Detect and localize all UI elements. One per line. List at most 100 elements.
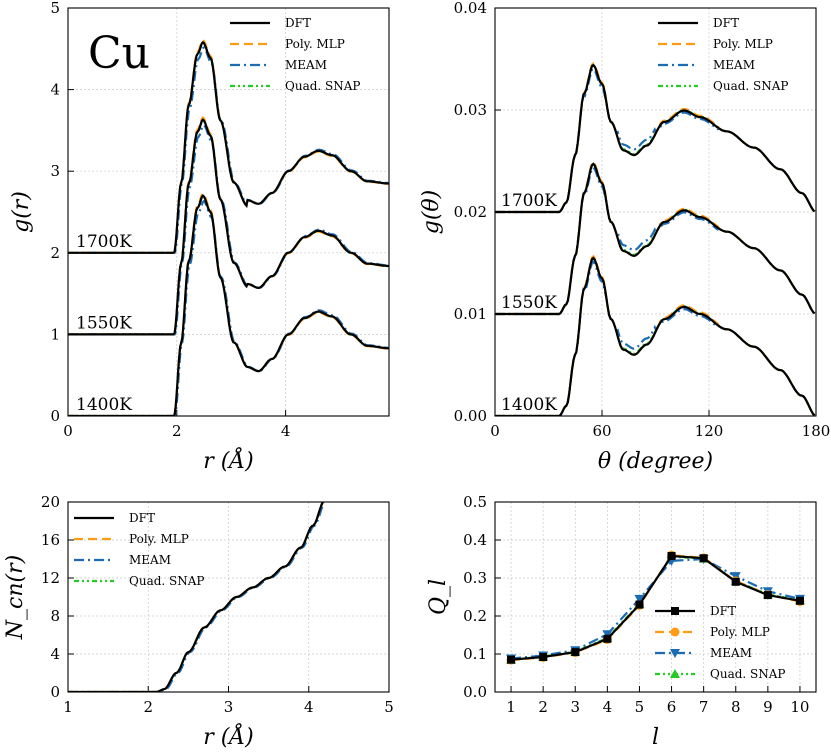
x-tick-label: 120: [695, 422, 724, 440]
y-tick-label: 0.4: [463, 531, 487, 549]
n-cn-curve-dft: [68, 502, 325, 692]
marker-square: [795, 596, 804, 605]
marker-square: [763, 591, 772, 600]
n-cn-curve-meam: [68, 502, 326, 692]
element-label: Cu: [88, 28, 150, 79]
marker-square: [539, 653, 548, 662]
legend-label: Quad. SNAP: [710, 667, 786, 681]
legend-label: MEAM: [129, 553, 171, 567]
q-l-curve-meam: [510, 557, 801, 660]
y-tick-label: 0.00: [454, 407, 487, 425]
plot-frame: [67, 7, 390, 417]
g-theta-curve-dft: [495, 63, 816, 214]
q_l-axes: 1 2 3 4 5 6 7 8 9 10 0.0 0.1 0.2 0.3 0.4 0.5: [463, 493, 817, 716]
legend-label: Poly. MLP: [713, 37, 773, 51]
g-r-curve-poly-mlp: [68, 191, 389, 416]
x-tick-label: 60: [592, 422, 611, 440]
x-tick-label: 9: [763, 698, 773, 716]
g-theta-curve-dft: [495, 162, 816, 316]
y-tick-label: 0.01: [454, 305, 487, 323]
marker-square: [699, 554, 708, 563]
x-tick-label: 8: [731, 698, 741, 716]
x-tick-label: 4: [603, 698, 613, 716]
g_r-legend: DFT Poly. MLP MEAM Quad. SNAP: [230, 16, 361, 93]
marker-square: [731, 577, 740, 586]
g-r-curve-dft: [68, 40, 389, 254]
x-tick-label: 2: [143, 698, 153, 716]
x-tick-label: 3: [570, 698, 580, 716]
marker-triangle-down: [670, 649, 680, 658]
marker-square: [603, 634, 612, 643]
y-tick-label: 0: [50, 407, 60, 425]
legend-label: Quad. SNAP: [129, 574, 205, 588]
x-tick-label: 10: [790, 698, 809, 716]
legend-label: MEAM: [713, 58, 755, 72]
legend-label: MEAM: [285, 58, 327, 72]
x-tick-label: 6: [667, 698, 677, 716]
x-tick-label: 0: [63, 422, 73, 440]
plot-frame: [67, 501, 390, 693]
x-axis-label: θ (degree): [598, 449, 713, 474]
x-tick-label: 1: [63, 698, 73, 716]
y-tick-label: 0.0: [463, 683, 487, 701]
y-tick-label: 4: [50, 81, 60, 99]
y-tick-label: 0.03: [454, 101, 487, 119]
x-tick-label: 5: [384, 698, 394, 716]
g_theta-legend: DFT Poly. MLP MEAM Quad. SNAP: [658, 16, 789, 93]
g_theta-axes: 0 60 120 180 0.00 0.01 0.02 0.03 0.04: [454, 0, 831, 440]
x-tick-label: 1: [506, 698, 516, 716]
x-tick-label: 0: [490, 422, 500, 440]
y-tick-label: 0.04: [454, 0, 487, 17]
temperature-label: 1550K: [501, 293, 557, 313]
temperature-label: 1400K: [76, 395, 132, 415]
marker-triangle-up: [670, 669, 680, 678]
g-theta-curve-poly-mlp: [495, 160, 816, 316]
y-tick-label: 0.3: [463, 569, 487, 587]
g-theta-curve-meam: [495, 166, 816, 316]
g-theta-curve-quad-snap: [495, 256, 816, 416]
temperature-label: 1400K: [501, 395, 557, 415]
g-r-curve-dft: [68, 194, 389, 416]
y-tick-label: 3: [50, 162, 60, 180]
q-l-curve-poly-mlp: [511, 554, 801, 662]
q-l-curve-dft: [511, 554, 801, 661]
g-r-curve-meam: [68, 123, 389, 336]
y-tick-label: 0: [50, 683, 60, 701]
y-tick-label: 5: [50, 0, 60, 17]
temperature-label: 1700K: [76, 232, 132, 252]
x-tick-label: 5: [635, 698, 645, 716]
x-tick-label: 180: [802, 422, 831, 440]
x-tick-label: 4: [281, 422, 291, 440]
n-cn-curve-poly-mlp: [68, 502, 325, 692]
x-tick-label: 2: [538, 698, 548, 716]
marker-triangle-down: [634, 594, 645, 604]
legend-label: DFT: [713, 16, 739, 30]
marker-circle: [670, 627, 680, 637]
marker-triangle-down: [602, 630, 613, 640]
y-tick-label: 8: [50, 607, 60, 625]
marker-square: [667, 551, 676, 560]
g-theta-curve-poly-mlp: [495, 254, 816, 416]
legend-label: Poly. MLP: [710, 625, 770, 639]
y-axis-label: g(θ): [419, 190, 444, 235]
y-tick-label: 0.2: [463, 607, 487, 625]
legend-label: DFT: [129, 511, 155, 525]
temperature-label: 1550K: [76, 313, 132, 333]
marker-square: [671, 607, 679, 615]
y-tick-label: 1: [50, 325, 60, 343]
x-axis-label: r (Å): [203, 446, 254, 474]
y-axis-label: Q_l: [426, 579, 451, 615]
legend-label: DFT: [710, 604, 736, 618]
y-tick-label: 20: [41, 493, 60, 511]
x-tick-label: 2: [172, 422, 182, 440]
marker-square: [635, 600, 644, 609]
marker-square: [507, 655, 516, 664]
n-cn-curve-quad-snap: [68, 502, 325, 692]
legend-label: Quad. SNAP: [285, 79, 361, 93]
legend-label: Quad. SNAP: [713, 79, 789, 93]
y-tick-label: 0.1: [463, 645, 487, 663]
y-tick-label: 12: [41, 569, 60, 587]
legend-label: MEAM: [710, 646, 752, 660]
